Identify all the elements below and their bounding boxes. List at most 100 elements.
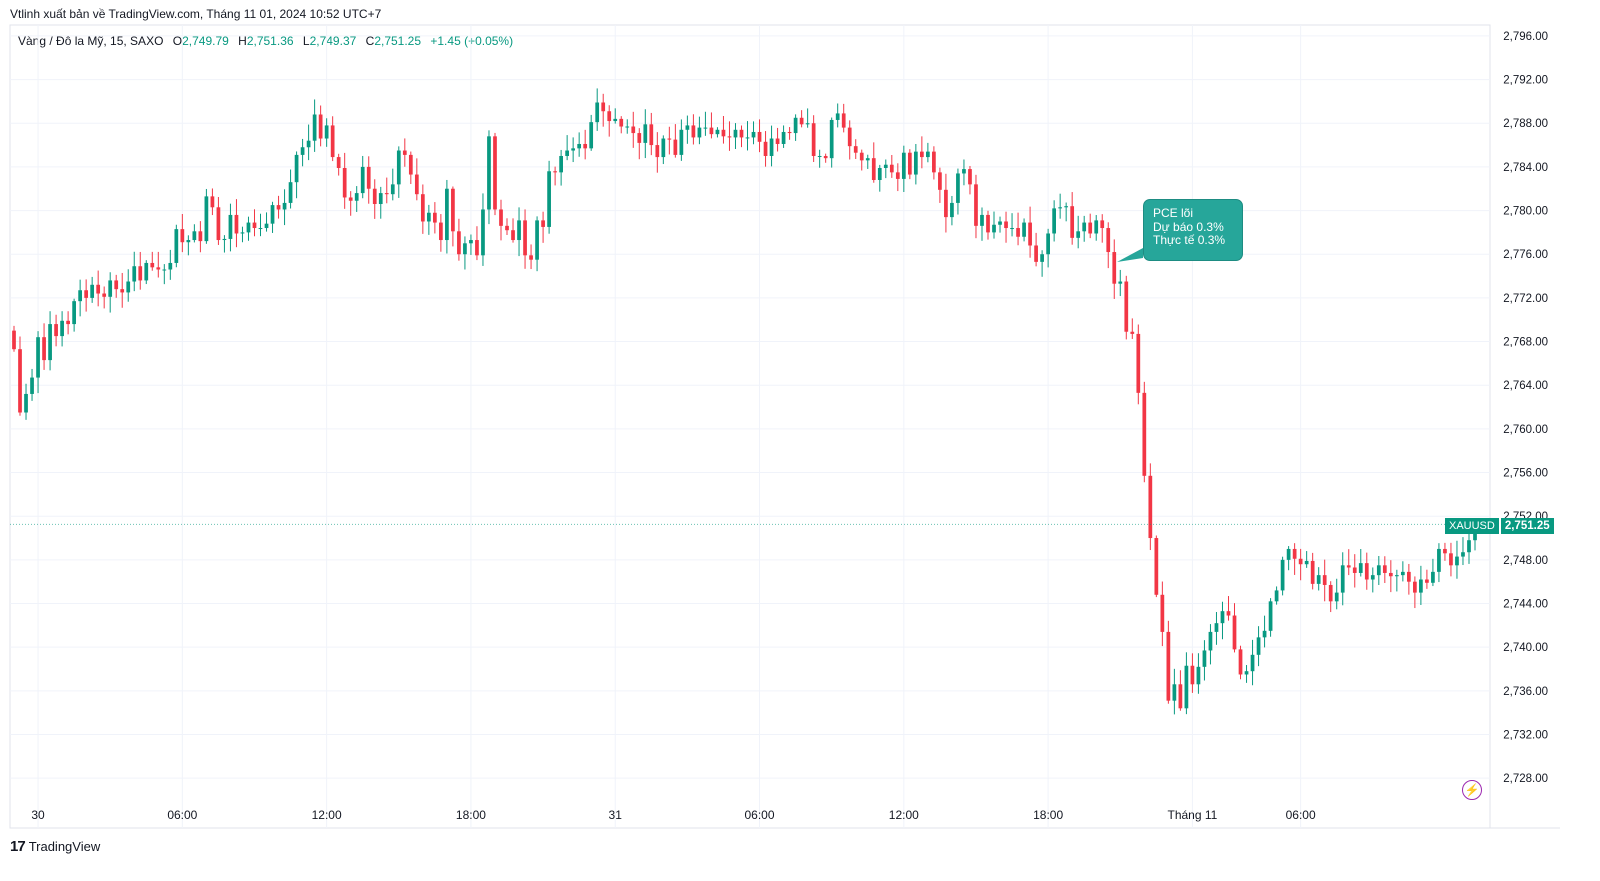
grid-layer bbox=[9, 24, 1560, 829]
candle-body bbox=[1238, 649, 1243, 675]
candle-body bbox=[270, 205, 275, 224]
candle-body bbox=[1082, 222, 1087, 232]
candle-body bbox=[847, 127, 852, 147]
candle-body bbox=[517, 220, 521, 241]
tradingview-logo-icon: 17 bbox=[10, 838, 26, 855]
candle-body bbox=[950, 202, 954, 218]
candle-body bbox=[1310, 560, 1315, 584]
candle-body bbox=[378, 193, 383, 205]
candle-body bbox=[1040, 254, 1044, 262]
candle-body bbox=[372, 188, 377, 205]
candle-body bbox=[1382, 565, 1387, 573]
candle-body bbox=[583, 143, 588, 149]
publish-caption: Vtlinh xuất bản về TradingView.com, Thán… bbox=[10, 7, 382, 21]
candle-body bbox=[420, 194, 425, 222]
candle-body bbox=[944, 189, 948, 218]
price-axis[interactable]: 2,796.00 2,792.00 2,788.00 2,784.00 2,780.00… bbox=[1503, 31, 1548, 785]
candle-body bbox=[174, 229, 179, 263]
candle-body bbox=[414, 174, 419, 195]
y-tick-label: 2,736.00 bbox=[1503, 686, 1548, 698]
candle-body bbox=[402, 150, 407, 155]
candle-body bbox=[342, 167, 347, 198]
candle-body bbox=[595, 102, 600, 123]
candle-body bbox=[282, 202, 287, 210]
y-tick-label: 2,772.00 bbox=[1503, 293, 1548, 305]
candle-body bbox=[547, 171, 551, 227]
symbol-name[interactable]: Vàng / Đô la Mỹ, 15, SAXO bbox=[18, 34, 164, 48]
lightning-bolt-icon[interactable]: ⚡ bbox=[1462, 780, 1482, 800]
candle-body bbox=[1328, 584, 1333, 602]
time-axis[interactable]: 30 06:00 12:00 18:00 31 06:00 12:00 18:00 Tháng … bbox=[31, 808, 1316, 822]
y-tick-label: 2,792.00 bbox=[1503, 75, 1548, 87]
candle-body bbox=[433, 212, 437, 223]
candle-body bbox=[445, 188, 449, 241]
candle-body bbox=[36, 337, 40, 378]
candle-body bbox=[1425, 579, 1429, 583]
candle-body bbox=[1214, 623, 1219, 632]
candle-body bbox=[793, 117, 798, 134]
candle-body bbox=[144, 262, 149, 281]
candle-body bbox=[48, 324, 52, 361]
candle-body bbox=[1232, 615, 1237, 650]
candle-body bbox=[439, 222, 443, 241]
candle-body bbox=[907, 152, 912, 175]
candle-body bbox=[78, 290, 82, 302]
price-tag-symbol: XAUUSD bbox=[1445, 518, 1499, 534]
candle-body bbox=[1136, 333, 1141, 393]
candle-body bbox=[775, 138, 780, 144]
candle-body bbox=[1334, 592, 1339, 602]
candle-body bbox=[366, 166, 371, 189]
candle-body bbox=[216, 207, 221, 241]
candle-body bbox=[1106, 228, 1111, 253]
candle-body bbox=[685, 125, 690, 130]
y-tick-label: 2,784.00 bbox=[1503, 162, 1548, 174]
candle-body bbox=[198, 231, 203, 242]
candle-body bbox=[715, 129, 720, 135]
candle-body bbox=[360, 166, 365, 194]
x-tick-label: 18:00 bbox=[1033, 808, 1063, 822]
candle-body bbox=[457, 231, 461, 255]
candle-body bbox=[1016, 228, 1020, 237]
candle-body bbox=[1298, 558, 1303, 565]
symbol-legend: Vàng / Đô la Mỹ, 15, SAXO O2,749.79 H2,7… bbox=[18, 34, 513, 48]
open-value: 2,749.79 bbox=[182, 34, 229, 48]
candle-body bbox=[589, 122, 594, 149]
candle-body bbox=[1010, 228, 1014, 230]
candle-body bbox=[637, 133, 642, 143]
candle-body bbox=[192, 231, 197, 241]
candle-body bbox=[150, 262, 155, 268]
x-tick-label: 06:00 bbox=[745, 808, 775, 822]
candle-body bbox=[757, 131, 762, 142]
y-tick-label: 2,780.00 bbox=[1503, 206, 1548, 218]
candle-body bbox=[709, 127, 714, 135]
candle-body bbox=[114, 280, 119, 290]
candle-layer bbox=[10, 88, 1490, 715]
candle-body bbox=[1407, 571, 1411, 582]
candle-body bbox=[859, 152, 864, 161]
candle-body bbox=[877, 167, 882, 180]
candle-body bbox=[703, 127, 708, 129]
close-label: C bbox=[365, 34, 375, 48]
candle-body bbox=[493, 136, 497, 210]
candle-body bbox=[222, 238, 227, 241]
candle-body bbox=[1172, 684, 1177, 701]
candle-body bbox=[1268, 601, 1273, 631]
candle-body bbox=[1070, 206, 1075, 238]
candle-body bbox=[974, 184, 978, 226]
candle-body bbox=[1431, 571, 1435, 583]
candle-body bbox=[956, 173, 960, 203]
candle-body bbox=[330, 125, 335, 158]
candle-body bbox=[601, 102, 606, 112]
candle-body bbox=[1304, 560, 1309, 565]
candle-body bbox=[258, 228, 263, 230]
x-tick-label: 06:00 bbox=[167, 808, 197, 822]
candle-body bbox=[679, 129, 684, 155]
high-label: H bbox=[238, 34, 247, 48]
open-label: O bbox=[172, 34, 183, 48]
candle-body bbox=[1100, 220, 1105, 229]
tradingview-brand[interactable]: 17 TradingView bbox=[10, 838, 100, 855]
candle-body bbox=[1346, 565, 1351, 568]
pce-callout[interactable]: PCE lõi Dự báo 0.3% Thực tế 0.3% bbox=[1143, 199, 1243, 261]
callout-pointer bbox=[1117, 248, 1143, 262]
